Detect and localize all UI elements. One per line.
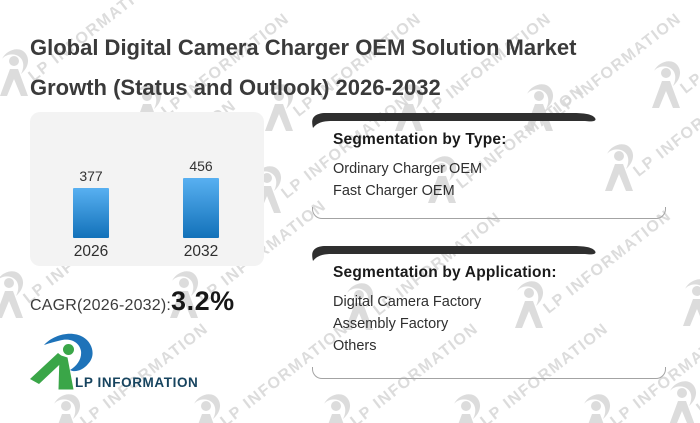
lp-information-watermark-icon: [515, 281, 544, 328]
segmentation-type-panel: Segmentation by Type: Ordinary Charger O…: [310, 109, 668, 219]
bar-column-2026: 377 2026: [50, 112, 132, 266]
lp-information-watermark-icon: [525, 84, 554, 131]
segmentation-type-items: Ordinary Charger OEM Fast Charger OEM: [333, 158, 482, 202]
watermark: LP INFORMATION: [0, 0, 160, 98]
bar-year-2026: 2026: [73, 243, 109, 260]
page-title-line1: Global Digital Camera Charger OEM Soluti…: [30, 35, 577, 60]
list-item: Fast Charger OEM: [333, 183, 455, 199]
cagr-value: 3.2%: [171, 286, 235, 316]
lp-information-watermark-icon: [324, 394, 351, 423]
lp-information-watermark-icon: [0, 271, 24, 318]
lp-information-watermark-icon: [584, 394, 611, 423]
cagr-label: CAGR(2026-2032):: [30, 297, 172, 314]
bar-column-2032: 456 2032: [160, 112, 242, 266]
market-growth-bar-chart: 377 2026 456 2032: [30, 112, 264, 266]
lp-information-watermark-icon: [54, 394, 81, 423]
bar-year-2032: 2032: [183, 243, 219, 260]
segmentation-application-items: Digital Camera Factory Assembly Factory …: [333, 291, 481, 357]
page-title: Global Digital Camera Charger OEM Soluti…: [30, 28, 650, 108]
panel-bottom-border: [312, 207, 666, 219]
page-title-line2: Growth (Status and Outlook) 2026-2032: [30, 75, 441, 100]
watermark: LP INFORMATION: [395, 10, 555, 133]
watermark: LP INFORMATION: [582, 320, 700, 423]
lp-information-watermark-icon: [170, 271, 199, 318]
watermark: LP INFORMATION: [322, 320, 482, 423]
segmentation-application-panel: Segmentation by Application: Digital Cam…: [310, 242, 668, 379]
lp-information-watermark-icon: [454, 394, 481, 423]
segmentation-application-heading: Segmentation by Application:: [333, 264, 557, 281]
panel-ribbon-icon: [312, 113, 596, 128]
watermark: LP INFORMATION: [265, 10, 425, 133]
watermark: LP INFORMATION: [652, 0, 700, 110]
lp-information-watermark-icon: [428, 156, 457, 203]
watermark: LP INFORMATION: [515, 207, 675, 330]
panel-ribbon-icon: [312, 246, 596, 261]
lp-information-watermark-icon: [605, 144, 634, 191]
lp-information-watermark-icon: [395, 84, 424, 131]
watermark: LP INFORMATION: [525, 10, 685, 133]
watermark: LP INFORMATION: [428, 82, 588, 205]
watermark: LP INFORMATION: [605, 70, 700, 193]
watermark: LP INFORMATION: [192, 320, 352, 423]
watermark: LP INFORMATION: [345, 209, 505, 332]
lp-information-watermark-icon: [345, 283, 374, 330]
lp-information-logo: LP INFORMATION: [29, 332, 229, 392]
bar-value-2026: 377: [79, 168, 103, 184]
bar-2026: [73, 188, 109, 238]
watermark: LP INFORMATION: [683, 278, 700, 328]
bar-2032: [183, 178, 219, 238]
panel-bottom-border: [312, 367, 666, 379]
lp-information-watermark-icon: [652, 61, 681, 108]
lp-information-watermark-icon: [194, 394, 221, 423]
segmentation-type-heading: Segmentation by Type:: [333, 131, 507, 148]
watermark: LP INFORMATION: [52, 320, 212, 423]
bar-value-2032: 456: [189, 158, 213, 174]
list-item: Assembly Factory: [333, 316, 449, 332]
list-item: Others: [333, 338, 377, 354]
lp-information-watermark-icon: [669, 381, 697, 423]
watermark: LP INFORMATION: [0, 197, 155, 320]
logo-text: LP INFORMATION: [75, 375, 199, 390]
lp-information-watermark-icon: [265, 84, 294, 131]
cagr-row: CAGR(2026-2032): 3.2%: [30, 286, 235, 317]
lp-information-logo-icon: [30, 333, 93, 390]
lp-information-watermark-icon: [0, 49, 29, 96]
list-item: Ordinary Charger OEM: [333, 161, 483, 177]
list-item: Digital Camera Factory: [333, 294, 482, 310]
lp-information-watermark-icon: [683, 279, 700, 326]
watermark: LP INFORMATION: [668, 307, 700, 423]
watermark: LP INFORMATION: [452, 320, 612, 423]
watermark: LP INFORMATION: [170, 197, 330, 320]
